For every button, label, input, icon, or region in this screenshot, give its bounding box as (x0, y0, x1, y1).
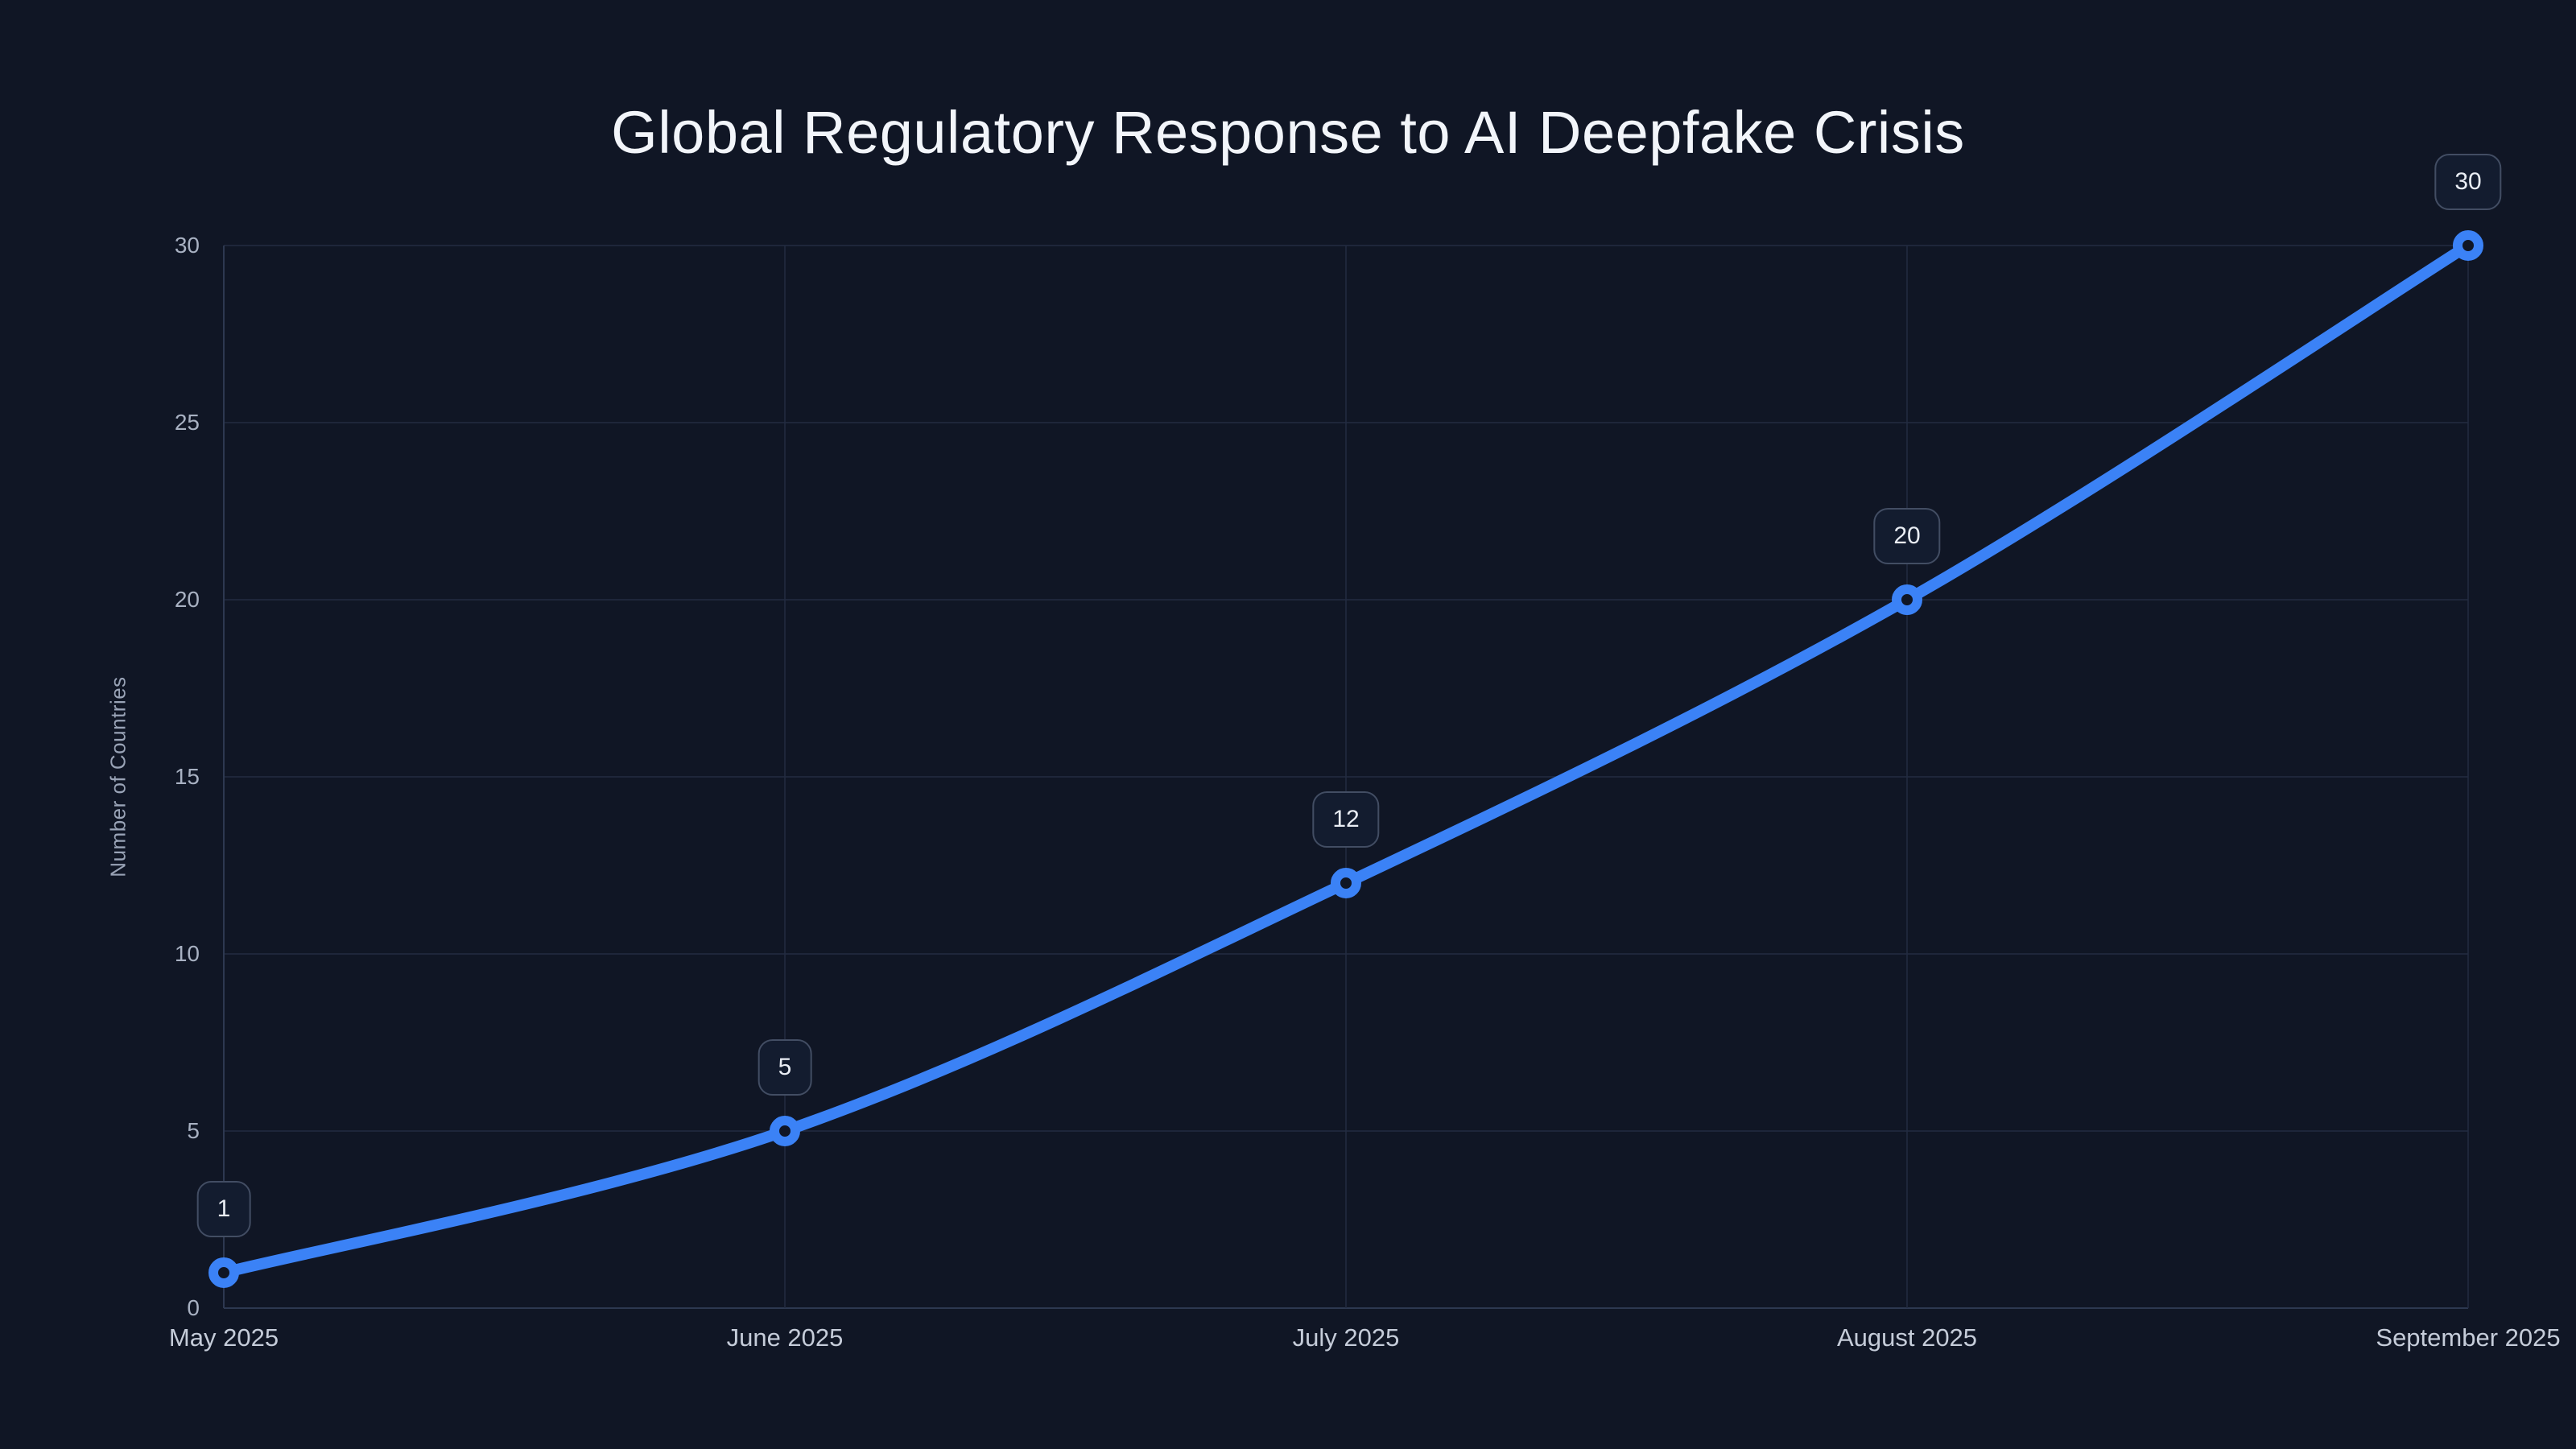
data-point-marker[interactable] (770, 1116, 800, 1146)
chart-title: Global Regulatory Response to AI Deepfak… (611, 99, 1965, 166)
x-tick-label: August 2025 (1836, 1323, 1978, 1352)
y-tick-label: 25 (174, 410, 200, 435)
y-tick-label: 20 (174, 587, 200, 612)
y-tick-label: 0 (187, 1295, 200, 1320)
x-tick-label: May 2025 (168, 1323, 279, 1352)
data-point-marker[interactable] (1892, 584, 1922, 615)
point-label-badge[interactable]: 5 (758, 1039, 812, 1096)
point-label-badge[interactable]: 12 (1312, 791, 1380, 848)
y-tick-label: 15 (174, 764, 200, 789)
x-tick-label: June 2025 (726, 1323, 844, 1352)
data-point-marker[interactable] (1331, 868, 1361, 898)
y-tick-label: 30 (174, 233, 200, 258)
data-point-marker[interactable] (2453, 230, 2483, 261)
point-label-badge[interactable]: 20 (1873, 508, 1941, 564)
y-tick-label: 10 (174, 941, 200, 966)
x-tick-label: September 2025 (2376, 1323, 2561, 1352)
y-tick-label: 5 (187, 1118, 200, 1143)
data-point-marker[interactable] (208, 1257, 239, 1288)
point-label-badge[interactable]: 1 (196, 1181, 251, 1237)
x-tick-label: July 2025 (1292, 1323, 1400, 1352)
point-label-badge[interactable]: 30 (2434, 154, 2502, 210)
